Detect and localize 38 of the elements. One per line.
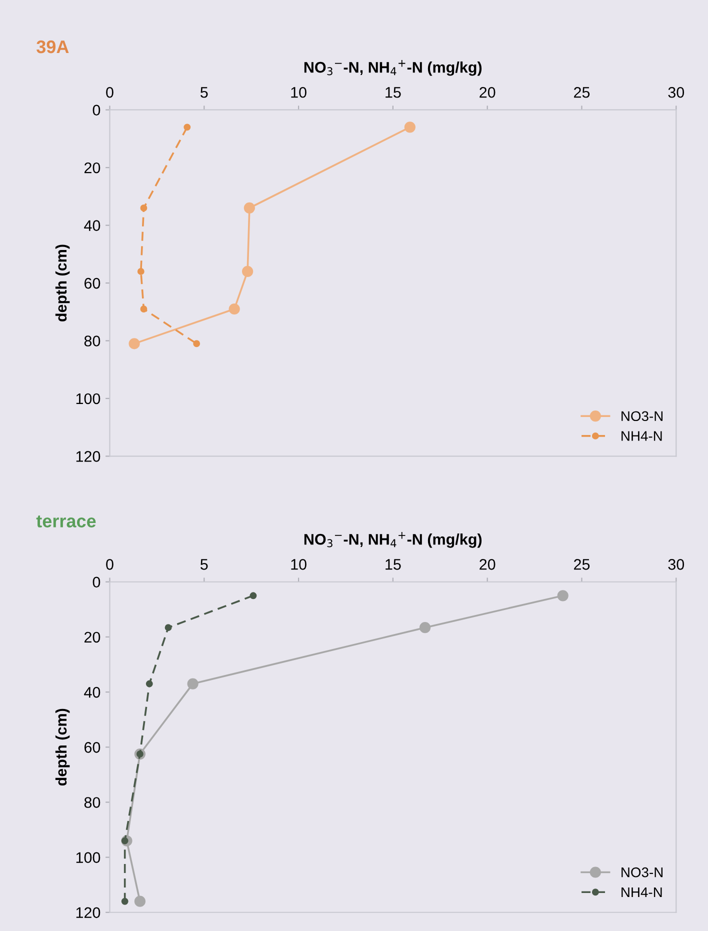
legend-label: NH4-N (622, 887, 662, 897)
y-axis-title: depth (cm) (55, 244, 70, 322)
x-tick-label: 10 (291, 86, 306, 98)
y-tick-label: 0 (92, 576, 100, 588)
legend-label: NO3-N (622, 411, 663, 422)
x-tick-label: 0 (106, 559, 114, 570)
legend-label: NO3-N (622, 867, 663, 878)
y-tick-label: 40 (84, 220, 100, 231)
x-tick-label: 10 (291, 559, 306, 570)
x-tick-label: 25 (574, 86, 590, 98)
x-tick-label: 5 (200, 87, 208, 98)
y-tick-label: 60 (84, 742, 100, 753)
y-tick-label: 60 (84, 278, 100, 289)
chart-title: terrace (36, 515, 96, 528)
y-tick-label: 20 (84, 632, 100, 643)
x-tick-label: 15 (386, 559, 401, 570)
y-tick-label: 120 (76, 451, 100, 462)
x-tick-label: 20 (480, 86, 496, 98)
x-tick-label: 0 (106, 86, 114, 98)
chart-title: 39A (36, 40, 69, 54)
y-tick-label: 0 (92, 104, 100, 116)
y-tick-label: 40 (84, 686, 100, 698)
legend-label: NH4-N (622, 431, 662, 441)
x-tick-label: 30 (668, 559, 684, 570)
y-tick-label: 100 (76, 393, 100, 404)
y-tick-label: 100 (76, 852, 100, 863)
x-tick-label: 20 (480, 559, 496, 570)
x-axis-title: NO$_{3}$$^{−}$-N, NH$_{4}$$^{+}$-N (mg/kg) (304, 532, 482, 548)
y-tick-label: 120 (76, 907, 100, 918)
y-tick-label: 80 (84, 797, 100, 808)
x-tick-label: 15 (386, 87, 401, 98)
y-tick-label: 80 (84, 336, 100, 346)
y-tick-label: 20 (84, 162, 100, 174)
x-axis-title: NO$_{3}$$^{−}$-N, NH$_{4}$$^{+}$-N (mg/kg) (304, 60, 482, 76)
y-axis-title: depth (cm) (55, 708, 70, 786)
x-tick-label: 30 (668, 86, 684, 98)
x-tick-label: 5 (200, 559, 208, 570)
x-tick-label: 25 (574, 559, 590, 570)
